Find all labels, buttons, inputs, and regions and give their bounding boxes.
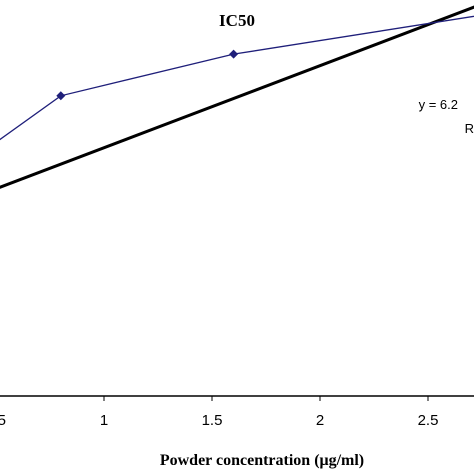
trendline-layer	[0, 5, 474, 189]
x-tick-label: 1.5	[202, 412, 223, 429]
x-tick-label: 2	[316, 412, 324, 429]
x-tick-label: 2.5	[418, 412, 439, 429]
data-point-marker	[56, 91, 66, 101]
x-axis-label: Powder concentration (μg/ml)	[160, 452, 364, 469]
x-tick-layer: 5 1 1.5 2 2.5	[0, 396, 438, 429]
series-layer	[0, 15, 474, 141]
x-tick-label: 5	[0, 412, 6, 429]
x-tick-label: 1	[100, 412, 108, 429]
trendline-equation: y = 6.2	[419, 97, 458, 112]
data-point-marker	[229, 49, 239, 59]
chart-title: IC50	[219, 11, 255, 30]
series-line	[0, 15, 474, 141]
linear-trendline	[0, 5, 474, 189]
trendline-r-squared: R	[465, 121, 474, 136]
